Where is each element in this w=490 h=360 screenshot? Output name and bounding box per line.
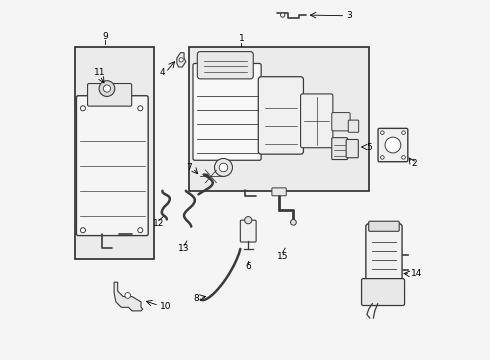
Circle shape xyxy=(280,13,285,17)
FancyBboxPatch shape xyxy=(332,138,347,159)
Circle shape xyxy=(138,106,143,111)
FancyBboxPatch shape xyxy=(346,139,358,158)
FancyBboxPatch shape xyxy=(366,224,402,285)
FancyBboxPatch shape xyxy=(193,63,261,160)
Circle shape xyxy=(245,217,252,224)
Text: 8: 8 xyxy=(194,294,199,303)
Circle shape xyxy=(291,220,296,225)
Text: 4: 4 xyxy=(159,68,165,77)
FancyBboxPatch shape xyxy=(332,113,350,131)
Text: 5: 5 xyxy=(366,143,372,152)
Text: 7: 7 xyxy=(186,163,192,172)
FancyBboxPatch shape xyxy=(368,221,399,231)
Circle shape xyxy=(80,106,85,111)
FancyBboxPatch shape xyxy=(76,96,148,235)
Circle shape xyxy=(80,228,85,233)
Circle shape xyxy=(402,131,405,134)
Bar xyxy=(74,47,153,259)
Circle shape xyxy=(219,163,228,172)
Text: 11: 11 xyxy=(94,68,105,77)
Text: 3: 3 xyxy=(346,11,352,20)
Circle shape xyxy=(103,85,111,92)
Text: 13: 13 xyxy=(178,244,190,253)
FancyBboxPatch shape xyxy=(258,77,303,154)
Text: 10: 10 xyxy=(160,302,171,311)
FancyBboxPatch shape xyxy=(240,220,256,242)
FancyBboxPatch shape xyxy=(300,94,333,148)
Polygon shape xyxy=(114,282,143,311)
Circle shape xyxy=(125,293,131,298)
FancyBboxPatch shape xyxy=(197,51,253,79)
Text: 6: 6 xyxy=(245,262,251,271)
Text: 1: 1 xyxy=(239,34,245,43)
Circle shape xyxy=(385,137,401,153)
FancyBboxPatch shape xyxy=(378,129,408,162)
Circle shape xyxy=(138,228,143,233)
Circle shape xyxy=(179,58,183,62)
Text: 9: 9 xyxy=(102,32,108,41)
Text: 12: 12 xyxy=(153,219,165,228)
Polygon shape xyxy=(177,53,186,67)
Circle shape xyxy=(381,156,384,159)
Circle shape xyxy=(381,131,384,134)
Bar xyxy=(190,47,368,191)
Circle shape xyxy=(99,81,115,96)
Text: 2: 2 xyxy=(412,159,417,168)
FancyBboxPatch shape xyxy=(348,120,359,132)
Circle shape xyxy=(402,156,405,159)
FancyBboxPatch shape xyxy=(88,84,132,106)
FancyBboxPatch shape xyxy=(362,279,405,306)
Circle shape xyxy=(215,158,232,176)
Text: 15: 15 xyxy=(277,252,289,261)
Text: 14: 14 xyxy=(411,269,422,278)
FancyBboxPatch shape xyxy=(272,188,286,196)
